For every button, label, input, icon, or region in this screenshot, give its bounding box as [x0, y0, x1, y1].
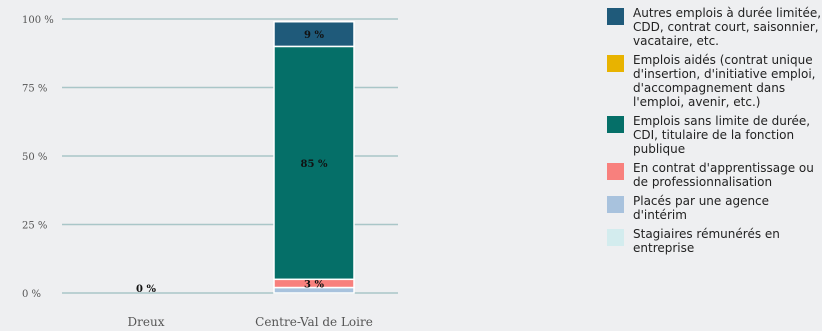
legend-swatch: [607, 229, 624, 246]
chart-legend: Autres emplois à durée limitée, CDD, con…: [607, 6, 822, 260]
legend-label: Stagiaires rémunérés en entreprise: [633, 227, 780, 255]
y-tick-label: 0 %: [22, 289, 41, 300]
legend-label: En contrat d'apprentissage ou de profess…: [633, 161, 814, 189]
legend-item: Emplois aidés (contrat unique d'insertio…: [607, 53, 822, 109]
data-label: 0 %: [136, 284, 156, 295]
category-label: Dreux: [128, 315, 165, 329]
chart-svg: 0 % 25 % 50 % 75 % 100 % 0 % Dreux 3 % 85 % 9 % Ce…: [22, 15, 398, 329]
legend-item: En contrat d'apprentissage ou de profess…: [607, 161, 822, 189]
y-tick-label: 100 %: [22, 15, 54, 26]
legend-label: Placés par une agence d'intérim: [633, 194, 770, 222]
y-tick-label: 75 %: [22, 84, 47, 95]
legend-item: Placés par une agence d'intérim: [607, 194, 822, 222]
data-label: 85 %: [301, 159, 328, 170]
bar-segment-1-2: [273, 45, 355, 281]
legend-swatch: [607, 163, 624, 180]
legend-swatch: [607, 8, 624, 25]
legend-label: Autres emplois à durée limitée, CDD, con…: [633, 6, 822, 48]
data-label: 3 %: [304, 279, 324, 290]
legend-swatch: [607, 116, 624, 133]
legend-item: Autres emplois à durée limitée, CDD, con…: [607, 6, 822, 48]
legend-label: Emplois aidés (contrat unique d'insertio…: [633, 53, 816, 109]
stacked-bar-chart: 0 % 25 % 50 % 75 % 100 % 0 % Dreux 3 % 85 % 9 % Ce…: [22, 15, 398, 329]
bar-segment-1-4: [273, 20, 355, 48]
legend-item: Stagiaires rémunérés en entreprise: [607, 227, 822, 255]
y-tick-label: 25 %: [22, 221, 47, 232]
category-label: Centre-Val de Loire: [255, 315, 373, 329]
y-tick-label: 50 %: [22, 152, 47, 163]
legend-swatch: [607, 55, 624, 72]
legend-label: Emplois sans limite de durée, CDI, titul…: [633, 114, 811, 156]
data-label: 9 %: [304, 30, 324, 41]
legend-item: Emplois sans limite de durée, CDI, titul…: [607, 114, 822, 156]
legend-swatch: [607, 196, 624, 213]
